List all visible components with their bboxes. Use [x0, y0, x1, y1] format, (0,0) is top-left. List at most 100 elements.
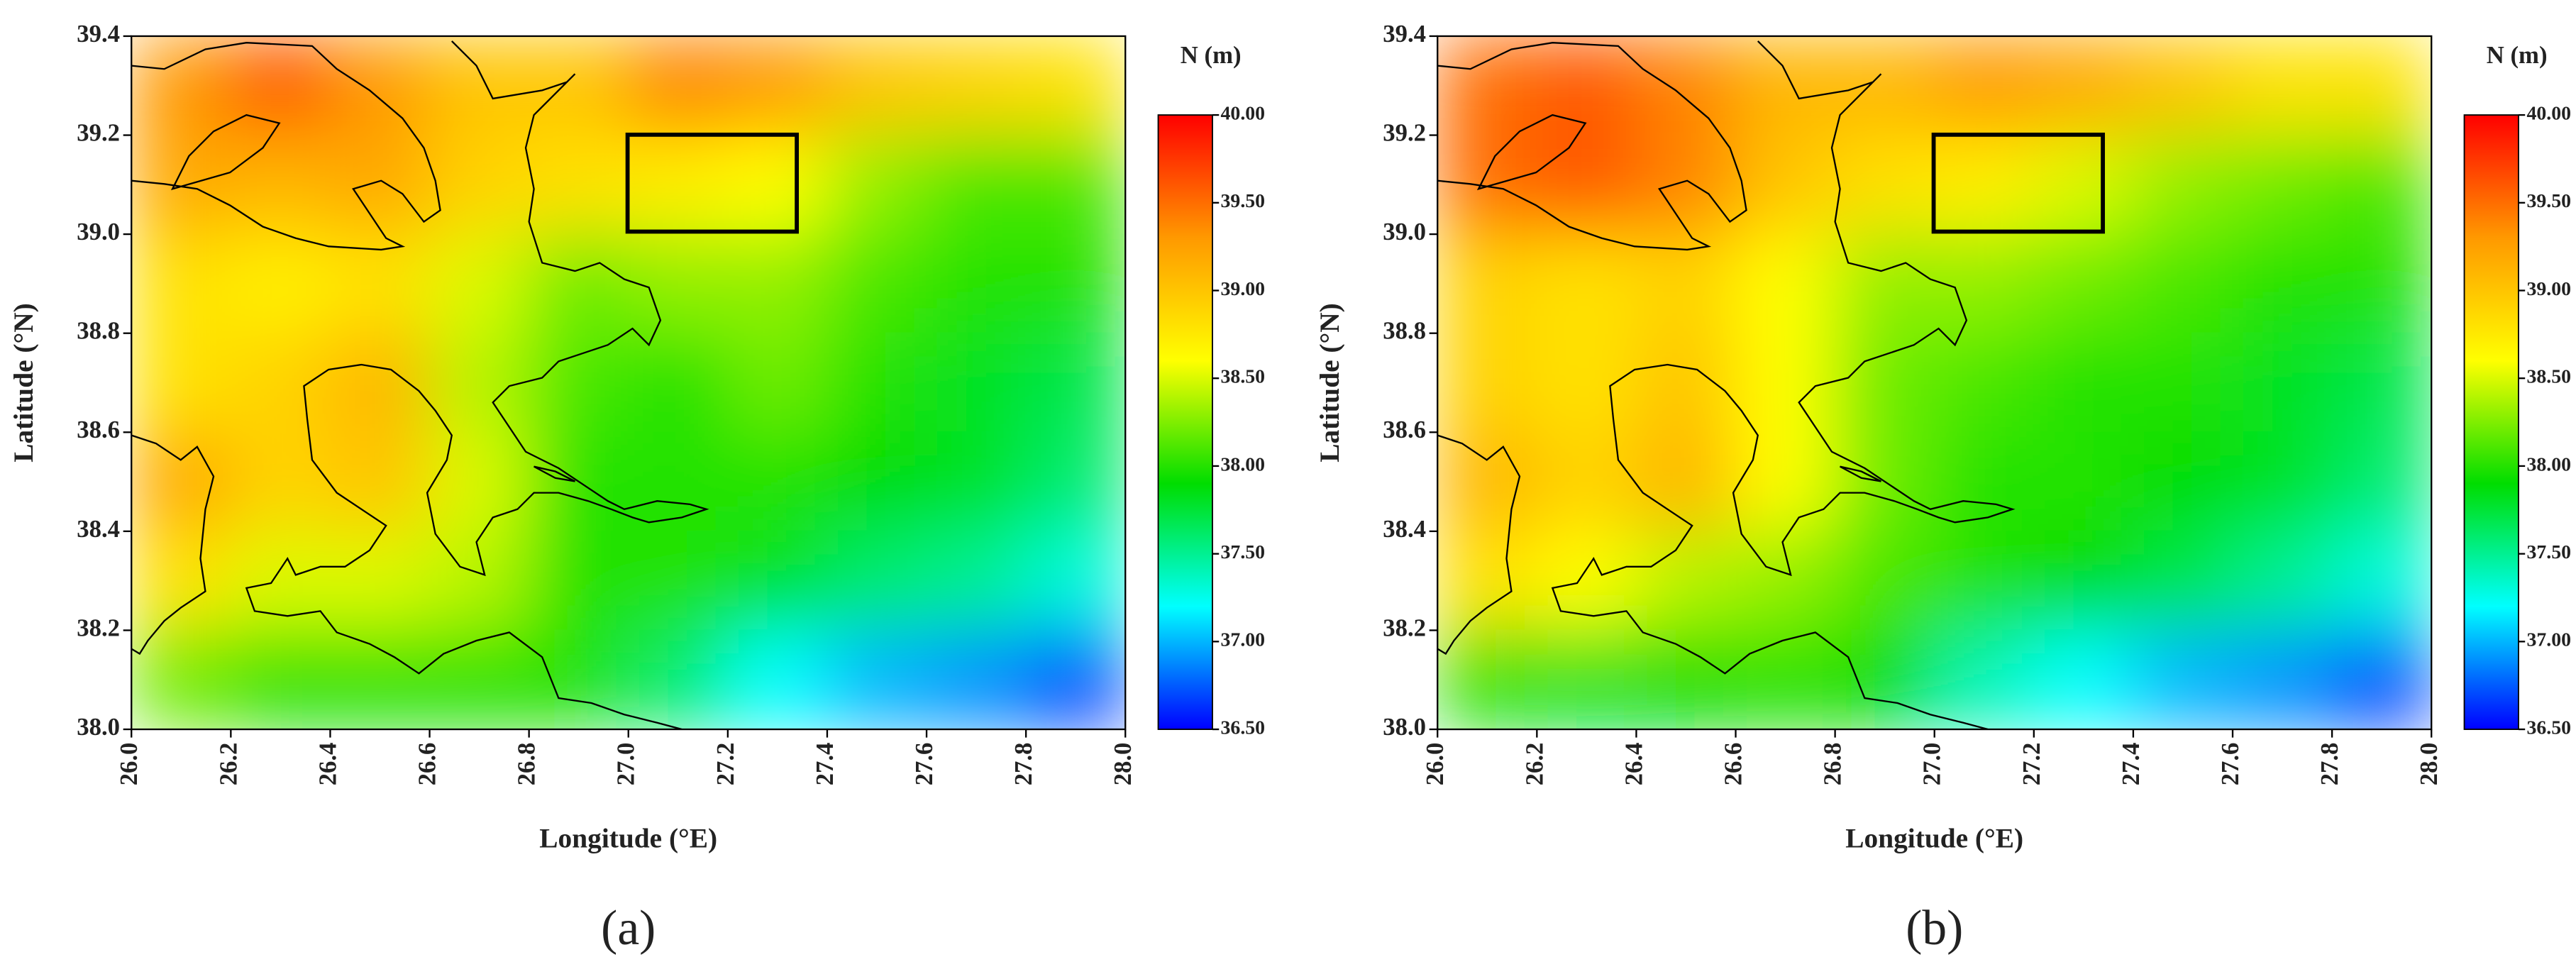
heatmap-cell: [925, 431, 1027, 533]
heatmap-cell: [726, 431, 829, 533]
heatmap-cell: [925, 332, 1027, 433]
panel-caption: (a): [601, 901, 656, 956]
heatmap-cell: [826, 332, 928, 433]
x-tick-label: 27.4: [2117, 743, 2145, 786]
x-tick-label: 27.4: [811, 743, 839, 786]
heatmap-cell: [627, 431, 729, 533]
heatmap-cell: [131, 332, 232, 433]
heatmap-cell: [1024, 134, 1126, 236]
heatmap-cell: [2033, 629, 2135, 730]
x-tick-label: 27.6: [910, 743, 938, 786]
colorbar-tick-label: 36.50: [2527, 717, 2571, 739]
heatmap-cell: [925, 35, 1027, 136]
heatmap-cell: [1024, 35, 1126, 136]
x-tick-label: 27.8: [2316, 743, 2343, 786]
heatmap-cell: [528, 629, 629, 730]
colorbar-label: N (m): [1181, 41, 1242, 69]
heatmap-cell: [726, 233, 829, 334]
heatmap-cell: [2132, 530, 2234, 631]
colorbar-tick-label: 38.50: [1221, 366, 1265, 388]
heatmap-cell: [1834, 629, 1935, 730]
heatmap-cell: [1536, 332, 1637, 433]
heatmap-cell: [1536, 35, 1637, 136]
heatmap-cell: [1933, 233, 2035, 334]
heatmap-cell: [1635, 134, 1737, 236]
colorbar-tick-label: 36.50: [1221, 717, 1265, 739]
heatmap-cell: [2132, 431, 2234, 533]
y-tick-label: 39.0: [77, 218, 120, 245]
heatmap-cell: [131, 629, 232, 730]
heatmap-cell: [826, 629, 928, 730]
heatmap-cell: [429, 431, 530, 533]
heatmap-cell: [1834, 134, 1935, 236]
heatmap-cell: [1024, 332, 1126, 433]
heatmap-cell: [1735, 233, 1836, 334]
heatmap-cell: [528, 134, 629, 236]
heatmap-cell: [1024, 530, 1126, 631]
colorbar-tick-label: 40.00: [2527, 102, 2571, 124]
colorbar-tick-label: 38.50: [2527, 366, 2571, 388]
panel-a: 26.0 26.2 26.4 26.6 26.8 27.0 27.2 27.4 27.6 27.8…: [8, 20, 1265, 956]
colorbar-tick-label: 39.50: [1221, 190, 1265, 212]
heatmap-cell: [329, 134, 431, 236]
x-axis-label: Longitude (°E): [1845, 823, 2023, 854]
y-tick-label: 38.0: [77, 713, 120, 741]
heatmap-cell: [230, 134, 331, 236]
heatmap-cell: [1735, 629, 1836, 730]
heatmap-cell: [627, 233, 729, 334]
heatmap-cell: [1834, 530, 1935, 631]
panel-caption: (b): [1906, 901, 1963, 956]
x-tick-label: 27.0: [612, 743, 640, 786]
x-tick-label: 27.6: [2216, 743, 2244, 786]
heatmap-cell: [2033, 35, 2135, 136]
colorbar-tick-label: 37.00: [1221, 629, 1265, 651]
heatmap-cell: [1735, 431, 1836, 533]
y-tick-label: 38.4: [77, 515, 120, 543]
heatmap-cell: [131, 530, 232, 631]
x-tick-label: 28.0: [1109, 743, 1137, 786]
y-tick-label: 39.0: [1383, 218, 1426, 245]
heatmap-cell: [131, 431, 232, 533]
x-tick-label: 26.2: [214, 743, 242, 786]
heatmap-cell: [230, 332, 331, 433]
colorbar: [1157, 114, 1213, 730]
y-tick-label: 38.8: [1383, 317, 1426, 345]
heatmap-cell: [1536, 233, 1637, 334]
heatmap-cell: [925, 233, 1027, 334]
heatmap-cell: [627, 332, 729, 433]
heatmap-cell: [2331, 332, 2432, 433]
colorbar-tick-label: 38.00: [2527, 453, 2571, 475]
heatmap-cell: [2331, 629, 2432, 730]
heatmap-cell: [1536, 629, 1637, 730]
heatmap-cell: [528, 35, 629, 136]
y-tick-label: 39.2: [1383, 118, 1426, 146]
x-tick-label: 28.0: [2415, 743, 2443, 786]
x-tick-label: 27.2: [712, 743, 739, 786]
x-tick-label: 26.6: [1719, 743, 1747, 786]
y-axis-label: Latitude (°N): [8, 303, 39, 463]
heatmap-cell: [230, 35, 331, 136]
heatmap-cell: [1635, 332, 1737, 433]
colorbar-label: N (m): [2487, 41, 2548, 69]
heatmap-cell: [2331, 431, 2432, 533]
x-tick-label: 26.2: [1520, 743, 1548, 786]
x-tick-label: 27.2: [2018, 743, 2045, 786]
heatmap-cell: [1635, 233, 1737, 334]
heatmap-cell: [1437, 332, 1538, 433]
heatmap-cell: [826, 431, 928, 533]
heatmap-cell: [1933, 431, 2035, 533]
heatmap-cell: [2231, 134, 2333, 236]
heatmap-cell: [329, 35, 431, 136]
heatmap-cell: [1536, 530, 1637, 631]
heatmap-cell: [2331, 134, 2432, 236]
x-tick-label: 26.8: [513, 743, 541, 786]
heatmap-cell: [131, 233, 232, 334]
heatmap-cell: [1933, 35, 2035, 136]
x-tick-label: 26.6: [414, 743, 441, 786]
y-tick-label: 38.2: [1383, 614, 1426, 641]
heatmap-cell: [1437, 431, 1538, 533]
colorbar-tick-label: 39.50: [2527, 190, 2571, 212]
heatmap-cell: [2132, 233, 2234, 334]
heatmap-cell: [528, 530, 629, 631]
